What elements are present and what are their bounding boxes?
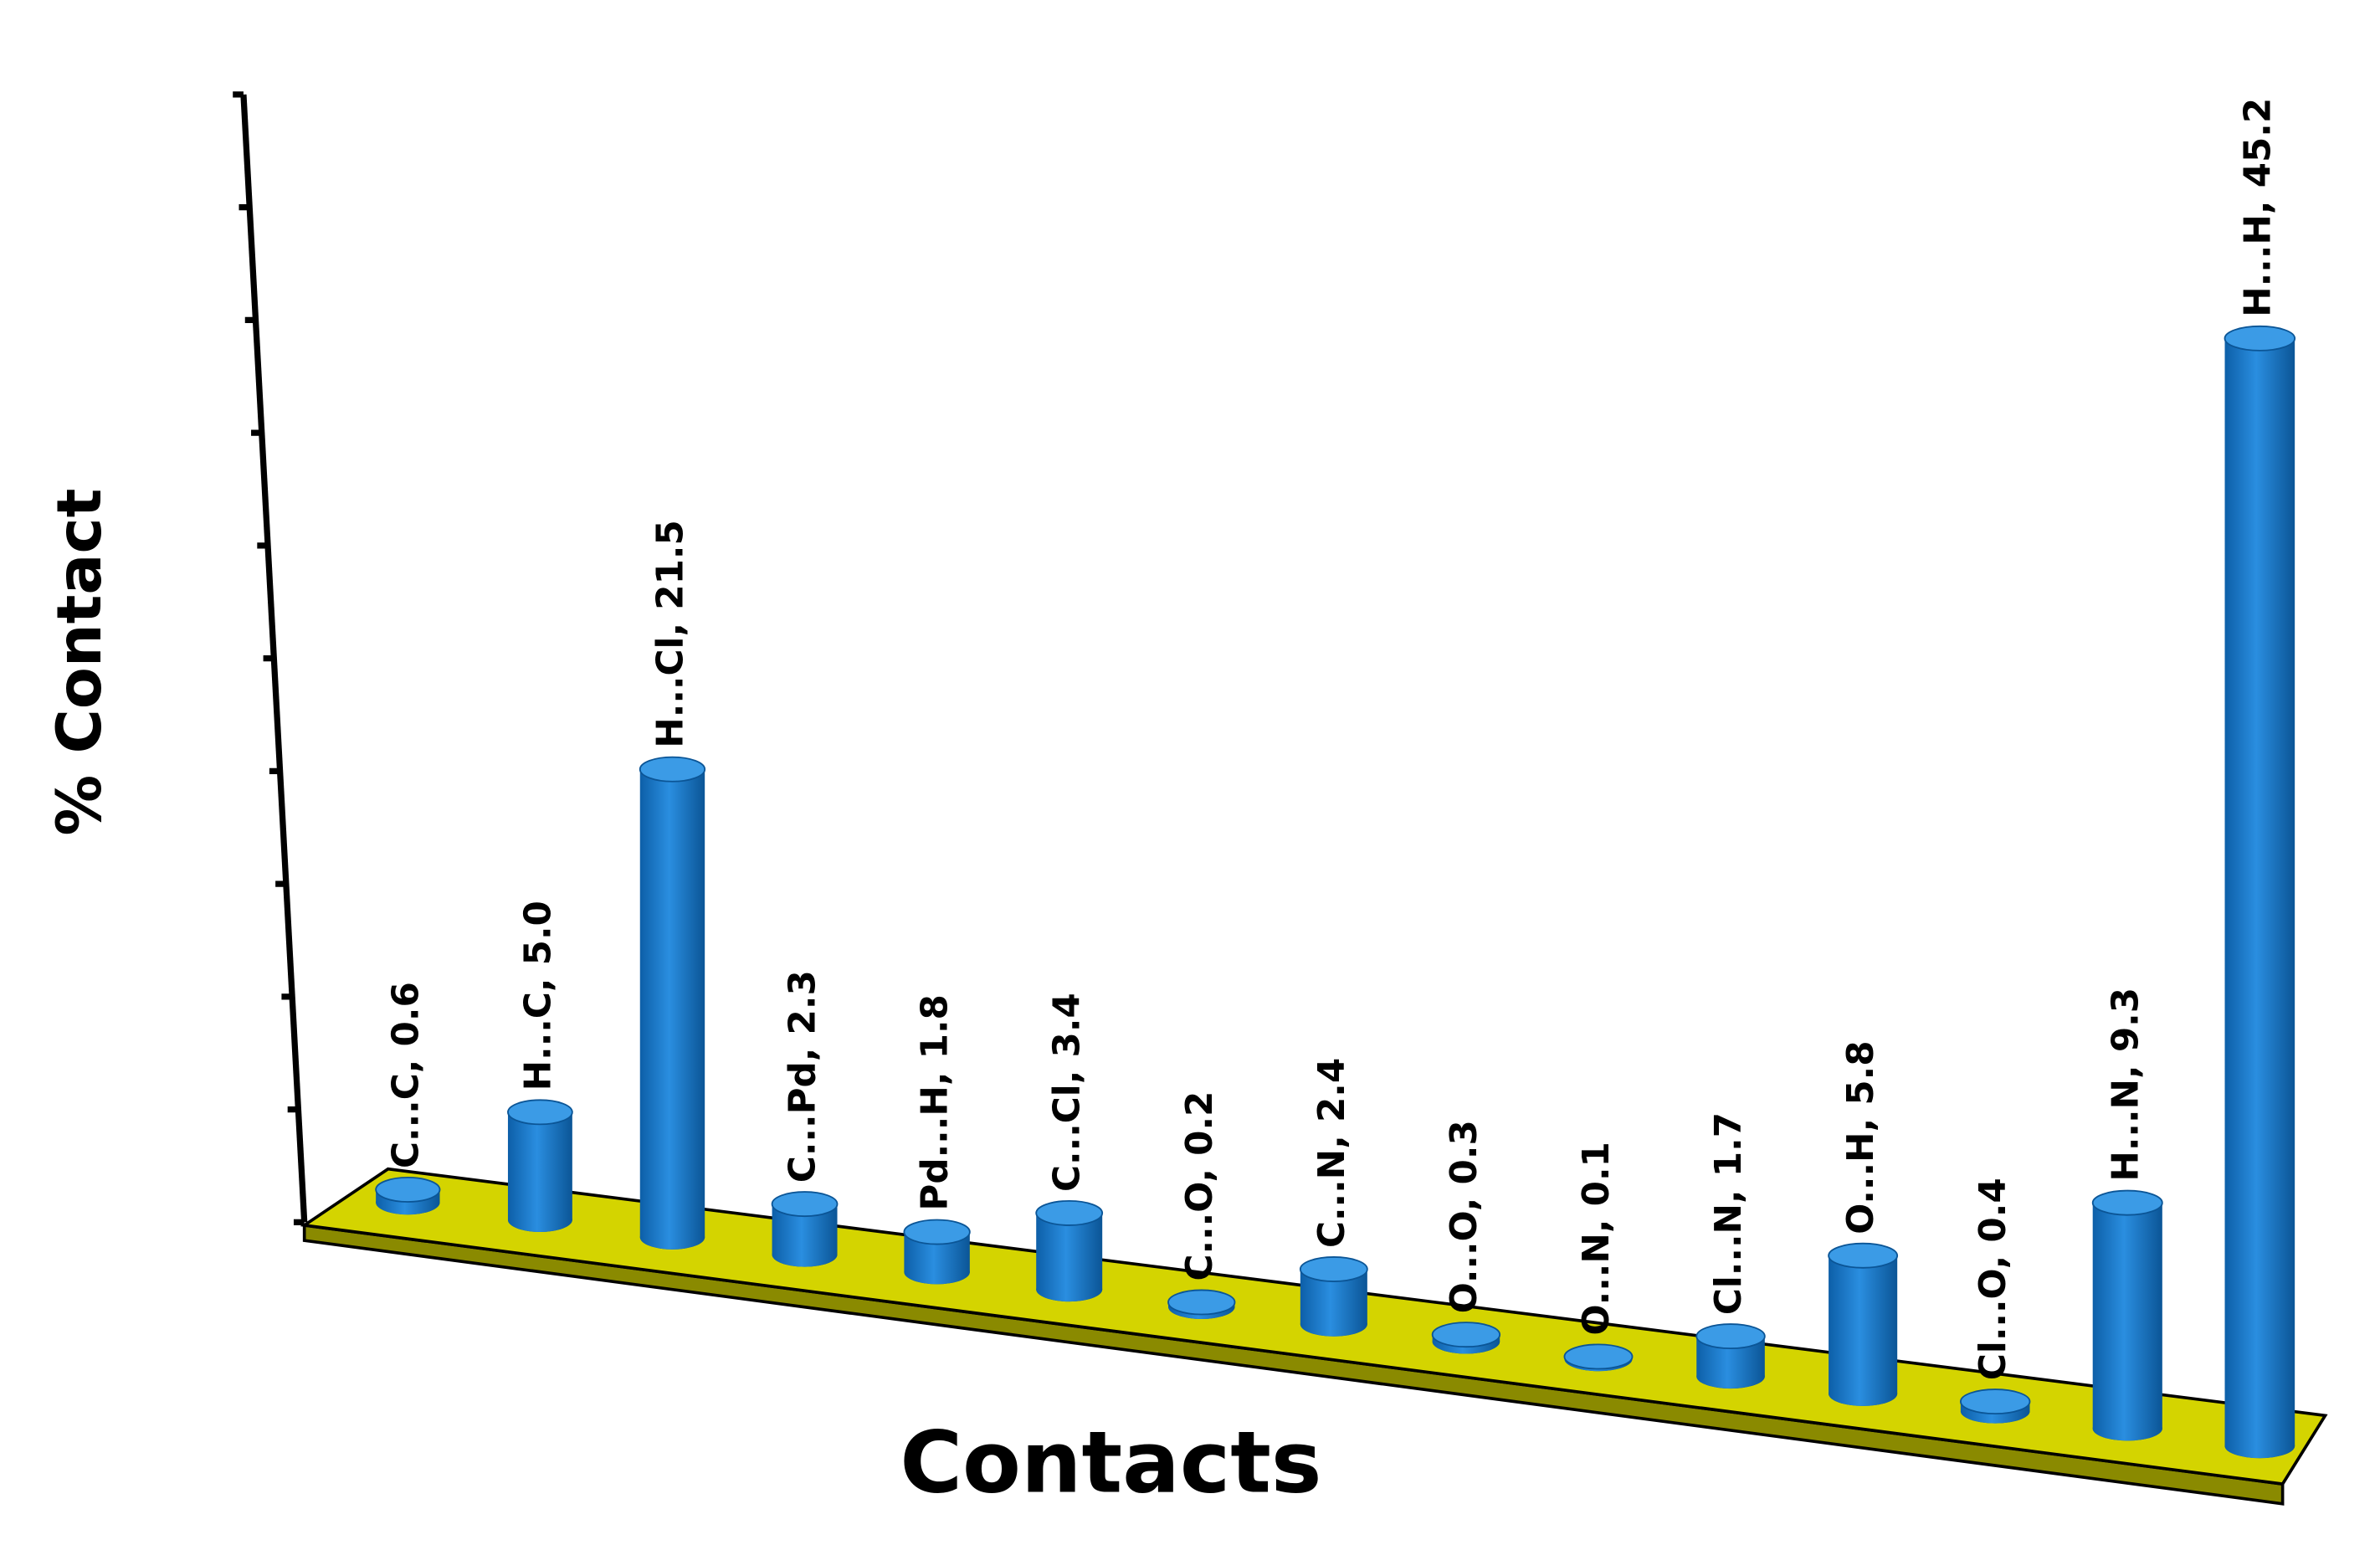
bar [772,1204,838,1267]
bar [1829,1255,1898,1406]
bar [507,1111,572,1233]
bar-top [903,1219,971,1245]
y-axis [233,91,308,1225]
bar-top [1431,1322,1501,1348]
bar-top [1299,1256,1368,1282]
data-label: Pd...H, 1.8 [914,994,957,1210]
data-label: C...N, 2.4 [1311,1058,1353,1248]
bar-top [507,1099,573,1126]
data-label: H...Cl, 21.5 [649,520,691,748]
data-label: C...Cl, 3.4 [1046,993,1089,1192]
data-label: C...Pd, 2.3 [782,970,824,1183]
bar-top [375,1176,441,1203]
data-label: O...N, 0.1 [1575,1142,1618,1335]
bar-top [1167,1289,1236,1316]
data-label: O...H, 5.8 [1839,1040,1882,1234]
bar [1300,1269,1367,1337]
bar-top [1959,1388,2031,1415]
bar [639,769,705,1250]
bar [1696,1336,1765,1389]
data-label: H...H, 45.2 [2236,98,2279,317]
data-label: C...C, 0.6 [384,982,427,1168]
bars: C...C, 0.6 H...C, 5.0 H...Cl, 21.5 C...Pd, … [375,98,2296,1459]
bar [904,1232,970,1285]
bar [2224,338,2295,1459]
bar-top [2091,1189,2163,1216]
data-label: H...C, 5.0 [516,901,559,1091]
data-label: Cl...N, 1.7 [1707,1112,1750,1315]
bar [1036,1213,1103,1302]
data-label: Cl...O, 0.4 [1972,1178,2014,1380]
bar-top [639,756,706,783]
bar-top [2224,325,2296,352]
y-axis-title: % Contact [44,489,115,836]
data-label: O...O, 0.3 [1443,1120,1485,1313]
data-label: C...O, 0.2 [1178,1091,1221,1281]
bar-top [1563,1343,1634,1370]
x-axis-title: Contacts [900,1414,1321,1513]
bar [2092,1203,2162,1441]
bar-top [1828,1242,1899,1269]
data-label: H...N, 9.3 [2104,988,2147,1182]
bar-top [1035,1199,1104,1226]
bar-top [771,1191,839,1218]
bar-top [1695,1323,1766,1350]
